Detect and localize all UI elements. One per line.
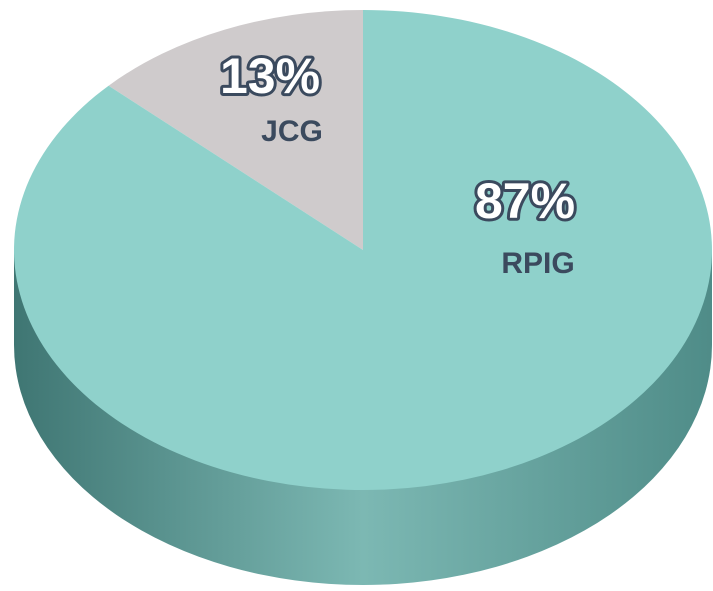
- value-label: 13%: [220, 48, 320, 104]
- pie-slice: [14, 10, 713, 490]
- value-label: 87%: [475, 173, 575, 229]
- pie-slice: [108, 10, 363, 250]
- category-label: RPIG: [501, 247, 574, 280]
- pie: 13% JCG 87% RPIG: [14, 10, 713, 585]
- category-label: JCG: [261, 115, 323, 148]
